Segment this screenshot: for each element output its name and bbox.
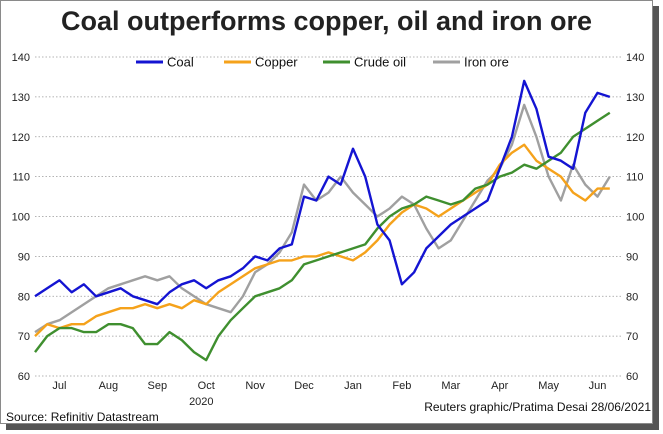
series-line-coal [34, 79, 611, 306]
y-tick-label-right: 60 [626, 371, 638, 383]
y-tick-label-left: 140 [12, 52, 30, 64]
x-tick-label: Nov [245, 380, 265, 392]
y-tick-label-right: 110 [626, 172, 644, 184]
chart-title: Coal outperforms copper, oil and iron or… [60, 6, 593, 36]
chart-frame [0, 0, 653, 424]
y-tick-label-left: 60 [18, 371, 30, 383]
x-tick-label: Jul [52, 380, 66, 392]
y-axis-right: 60 70 80 90 100 110 120 130 140 [626, 52, 644, 383]
legend-label: Iron ore [464, 55, 509, 70]
x-tick-label: Oct [198, 380, 215, 392]
x-tick-label: Jun [589, 380, 607, 392]
y-axis-left: 60 70 80 90 100 110 120 130 140 [12, 52, 30, 383]
y-tick-label-right: 80 [626, 291, 638, 303]
x-tick-label: Jan [344, 380, 362, 392]
y-tick-label-left: 100 [12, 212, 30, 224]
series-lines [34, 79, 611, 362]
x-tick-label: Feb [392, 380, 411, 392]
y-tick-label-left: 110 [12, 172, 30, 184]
x-tick-label: Apr [491, 380, 508, 392]
x-tick-label: Aug [99, 380, 119, 392]
legend: Coal Copper Crude oil Iron ore [136, 55, 509, 70]
y-tick-label-left: 120 [12, 132, 30, 144]
y-tick-label-right: 140 [626, 52, 644, 64]
y-tick-label-left: 130 [12, 92, 30, 104]
frame-shadow-right [653, 6, 659, 430]
y-tick-label-left: 70 [18, 331, 30, 343]
y-tick-label-right: 70 [626, 331, 638, 343]
series-line-iron-ore [34, 103, 611, 334]
x-axis: Jul Aug Sep Oct Nov Dec Jan Feb Mar Apr May Jun 2020 [52, 380, 606, 408]
source-note: Source: Refinitiv Datastream [6, 410, 159, 424]
y-tick-label-right: 120 [626, 132, 644, 144]
y-tick-label-right: 130 [626, 92, 644, 104]
series-line-copper [34, 143, 610, 337]
x-tick-label: Dec [294, 380, 314, 392]
year-label: 2020 [189, 396, 213, 408]
series-line-crude-oil [34, 111, 611, 362]
y-tick-label-left: 90 [18, 251, 30, 263]
credit-note: Reuters graphic/Pratima Desai 28/06/2021 [424, 400, 651, 414]
y-tick-label-right: 100 [626, 212, 644, 224]
legend-label: Copper [255, 55, 298, 70]
x-tick-label: Sep [148, 380, 168, 392]
legend-label: Coal [167, 55, 194, 70]
y-tick-label-right: 90 [626, 251, 638, 263]
x-tick-label: Mar [441, 380, 460, 392]
x-tick-label: May [538, 380, 559, 392]
legend-label: Crude oil [354, 55, 406, 70]
y-tick-label-left: 80 [18, 291, 30, 303]
frame-shadow-bottom [6, 424, 659, 430]
